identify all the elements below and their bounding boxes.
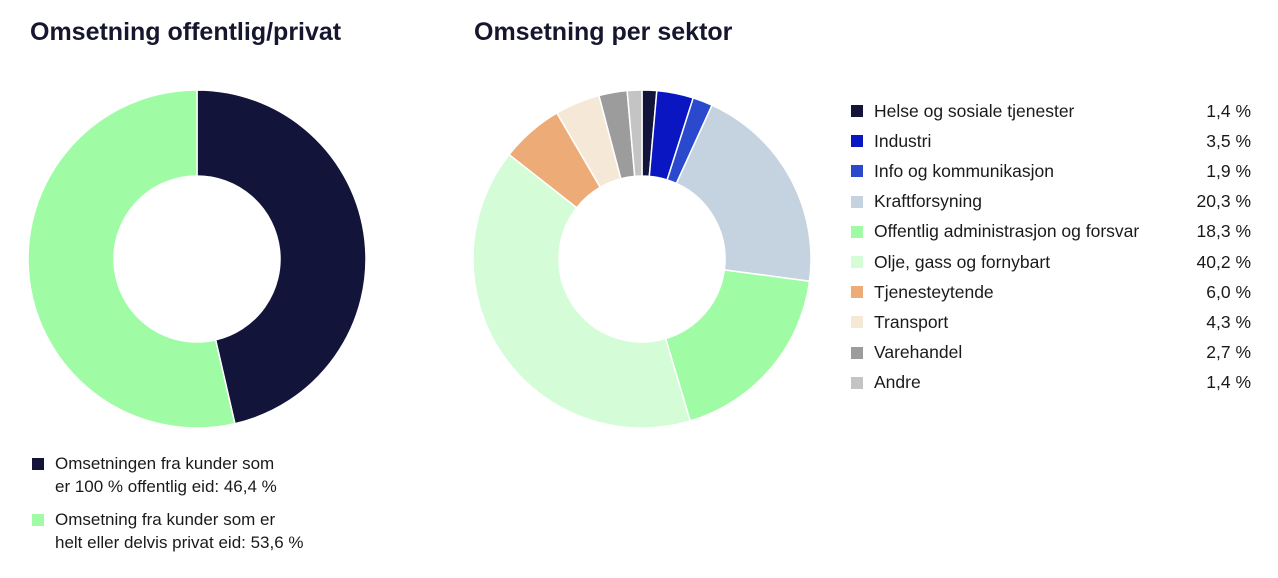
legend-swatch bbox=[851, 225, 863, 238]
legend-swatch bbox=[851, 286, 863, 299]
legend-row-varehandel: Varehandel 2,7 % bbox=[851, 338, 1251, 368]
donut-chart-offentlig-privat bbox=[27, 89, 367, 429]
legend-value: 1,4 % bbox=[1206, 100, 1251, 121]
legend-label: Helse og sosiale tjenester bbox=[874, 100, 1075, 121]
legend-label: Offentlig administrasjon og forsvar bbox=[874, 221, 1140, 242]
legend-value: 20,3 % bbox=[1196, 191, 1251, 212]
legend-value: 4,3 % bbox=[1206, 311, 1251, 332]
legend-row-olje-gass-og-fornybart: Olje, gass og fornybart 40,2 % bbox=[851, 247, 1251, 277]
legend-label: Transport bbox=[874, 311, 949, 332]
legend-swatch bbox=[851, 256, 863, 269]
legend-row-transport: Transport 4,3 % bbox=[851, 307, 1251, 337]
legend-swatch bbox=[851, 105, 863, 118]
legend-swatch bbox=[851, 135, 863, 148]
legend-label: Omsetningen fra kunder som er 100 % offe… bbox=[55, 454, 277, 496]
legend-row-kraftforsyning: Kraftforsyning 20,3 % bbox=[851, 187, 1251, 217]
legend-swatch bbox=[32, 458, 44, 470]
legend-value: 3,5 % bbox=[1206, 130, 1251, 151]
legend-item: Omsetningen fra kunder som er 100 % offe… bbox=[32, 452, 362, 498]
legend-row-andre: Andre 1,4 % bbox=[851, 368, 1251, 398]
legend-swatch bbox=[851, 316, 863, 329]
sektor-slice-andre bbox=[626, 89, 643, 178]
legend-swatch bbox=[851, 376, 863, 389]
chart-title-right: Omsetning per sektor bbox=[474, 18, 733, 46]
legend-swatch bbox=[851, 165, 863, 178]
legend-swatch bbox=[32, 514, 44, 526]
legend-value: 2,7 % bbox=[1206, 342, 1251, 363]
legend-label: Info og kommunikasjon bbox=[874, 160, 1054, 181]
legend-value: 1,9 % bbox=[1206, 160, 1251, 181]
sektor-slice-offentlig-administrasjon-og-forsvar bbox=[664, 269, 811, 422]
legend-value: 6,0 % bbox=[1206, 281, 1251, 302]
legend-row-helse-og-sosiale-tjenester: Helse og sosiale tjenester 1,4 % bbox=[851, 96, 1251, 126]
legend-item: Omsetning fra kunder som er helt eller d… bbox=[32, 508, 362, 554]
legend-label: Omsetning fra kunder som er helt eller d… bbox=[55, 510, 304, 552]
sektor-slice-olje-gass-og-fornybart bbox=[472, 153, 692, 429]
legend-row-tjenesteytende: Tjenesteytende 6,0 % bbox=[851, 277, 1251, 307]
legend-swatch bbox=[851, 346, 863, 359]
legend-sektor: Helse og sosiale tjenester 1,4 % Industri 3… bbox=[851, 96, 1251, 398]
offentlig-privat-slice-omsetning-fra-kunder-som-er bbox=[27, 89, 236, 429]
offentlig-privat-slice-omsetningen-fra-kunder-som bbox=[196, 89, 367, 425]
legend-row-offentlig-administrasjon-og-forsvar: Offentlig administrasjon og forsvar 18,3 … bbox=[851, 217, 1251, 247]
legend-value: 1,4 % bbox=[1206, 372, 1251, 393]
legend-label: Kraftforsyning bbox=[874, 191, 982, 212]
legend-swatch bbox=[851, 195, 863, 208]
legend-row-industri: Industri 3,5 % bbox=[851, 126, 1251, 156]
legend-label: Varehandel bbox=[874, 342, 963, 363]
legend-label: Olje, gass og fornybart bbox=[874, 251, 1051, 272]
legend-offentlig-privat: Omsetningen fra kunder som er 100 % offe… bbox=[32, 452, 362, 564]
legend-label: Andre bbox=[874, 372, 921, 393]
legend-label: Tjenesteytende bbox=[874, 281, 994, 302]
sektor-slice-kraftforsyning bbox=[675, 104, 812, 283]
legend-row-info-og-kommunikasjon: Info og kommunikasjon 1,9 % bbox=[851, 156, 1251, 186]
legend-value: 18,3 % bbox=[1196, 221, 1251, 242]
donut-chart-sektor bbox=[472, 89, 812, 429]
legend-value: 40,2 % bbox=[1196, 251, 1251, 272]
legend-label: Industri bbox=[874, 130, 932, 151]
chart-title-left: Omsetning offentlig/privat bbox=[30, 18, 342, 46]
